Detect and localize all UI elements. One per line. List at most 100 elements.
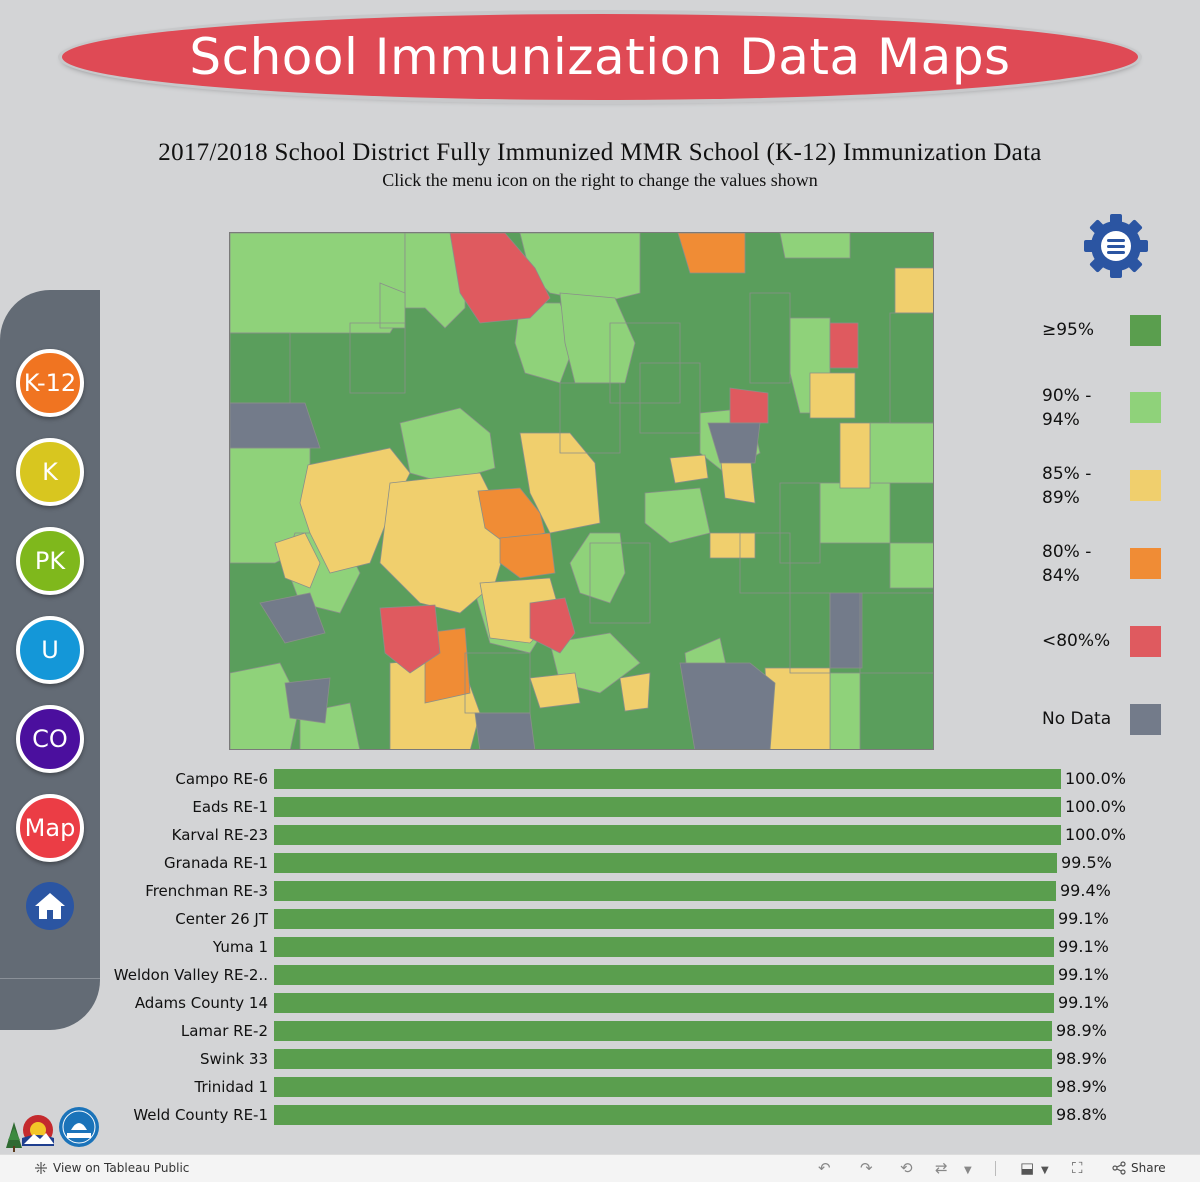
bar-row[interactable]: Center 26 JT 99.1% — [100, 908, 1140, 930]
bar-value-label: 98.9% — [1056, 1077, 1107, 1096]
bar-mark[interactable] — [274, 881, 1056, 901]
bar-row[interactable]: Adams County 14 99.1% — [100, 992, 1140, 1014]
home-button[interactable] — [26, 882, 74, 930]
legend-swatch — [1130, 704, 1161, 735]
bar-category-label: Frenchman RE-3 — [145, 882, 268, 900]
download-dropdown-icon[interactable]: ▼ — [1041, 1165, 1049, 1176]
share-label: Share — [1131, 1161, 1166, 1175]
refresh-dropdown-icon[interactable]: ▼ — [964, 1165, 972, 1176]
gear-menu-icon-svg — [1084, 214, 1148, 278]
map-title: 2017/2018 School District Fully Immunize… — [158, 139, 1042, 166]
colorado-logo — [4, 1108, 56, 1154]
bar-mark[interactable] — [274, 1077, 1052, 1097]
legend-item-lt80: <80%% — [1042, 626, 1172, 669]
legend-label: No Data — [1042, 709, 1112, 729]
bar-category-label: Eads RE-1 — [192, 798, 268, 816]
legend-swatch — [1130, 315, 1161, 346]
bar-category-label: Trinidad 1 — [194, 1078, 268, 1096]
bar-category-label: Lamar RE-2 — [180, 1022, 268, 1040]
share-icon — [1112, 1161, 1126, 1175]
home-icon — [35, 893, 65, 919]
nav-button-pk[interactable]: PK — [16, 527, 84, 595]
gear-menu-icon[interactable] — [1082, 212, 1150, 280]
toolbar-separator — [995, 1161, 996, 1176]
bar-row[interactable]: Campo RE-6 100.0% — [100, 768, 1140, 790]
legend-swatch — [1130, 470, 1161, 501]
bar-row[interactable]: Swink 33 98.9% — [100, 1048, 1140, 1070]
bar-mark[interactable] — [274, 797, 1061, 817]
view-on-tableau-link[interactable]: View on Tableau Public — [34, 1161, 189, 1175]
bar-row[interactable]: Yuma 1 99.1% — [100, 936, 1140, 958]
bar-mark[interactable] — [274, 853, 1057, 873]
legend-swatch — [1130, 548, 1161, 579]
nav-button-co[interactable]: CO — [16, 705, 84, 773]
bar-category-label: Granada RE-1 — [163, 854, 268, 872]
page-title: School Immunization Data Maps — [189, 28, 1011, 86]
share-button[interactable]: Share — [1112, 1161, 1166, 1175]
nav-button-k[interactable]: K — [16, 438, 84, 506]
nav-button-u[interactable]: U — [16, 616, 84, 684]
nav-button-k12[interactable]: K-12 — [16, 349, 84, 417]
bar-value-label: 99.1% — [1058, 909, 1109, 928]
bar-value-label: 99.1% — [1058, 937, 1109, 956]
bar-value-label: 99.1% — [1058, 993, 1109, 1012]
legend-swatch — [1130, 626, 1161, 657]
tableau-toolbar: View on Tableau Public ↶ ↷ ⟲ ⇄ ▼ ⬓ ▼ ⛶ S… — [0, 1154, 1200, 1182]
bar-row[interactable]: Trinidad 1 98.9% — [100, 1076, 1140, 1098]
revert-icon[interactable]: ⟲ — [900, 1159, 913, 1177]
bar-category-label: Weld County RE-1 — [133, 1106, 268, 1124]
undo-icon[interactable]: ↶ — [818, 1159, 831, 1177]
bar-mark[interactable] — [274, 909, 1054, 929]
bar-mark[interactable] — [274, 769, 1061, 789]
bar-row[interactable]: Weldon Valley RE-2.. 99.1% — [100, 964, 1140, 986]
bar-value-label: 98.9% — [1056, 1021, 1107, 1040]
redo-icon[interactable]: ↷ — [860, 1159, 873, 1177]
district-map-svg — [230, 233, 933, 749]
bar-row[interactable]: Granada RE-1 99.5% — [100, 852, 1140, 874]
bar-mark[interactable] — [274, 937, 1054, 957]
colorado-logo-svg — [6, 1115, 54, 1152]
district-map[interactable] — [229, 232, 934, 750]
legend-label: 85% - 89% — [1042, 464, 1092, 508]
bar-category-label: Swink 33 — [199, 1050, 268, 1068]
legend-label: 80% - 84% — [1042, 542, 1092, 586]
title-banner: School Immunization Data Maps — [62, 14, 1138, 100]
bar-category-label: Adams County 14 — [134, 994, 268, 1012]
map-subtitle: Click the menu icon on the right to chan… — [382, 170, 818, 190]
bar-value-label: 99.1% — [1058, 965, 1109, 984]
side-nav-divider — [0, 978, 100, 979]
bar-mark[interactable] — [274, 1021, 1052, 1041]
bar-category-label: Weldon Valley RE-2.. — [113, 966, 268, 984]
view-on-tableau-label: View on Tableau Public — [53, 1161, 190, 1175]
bar-category-label: Campo RE-6 — [175, 770, 268, 788]
bar-category-label: Yuma 1 — [212, 938, 268, 956]
fullscreen-icon[interactable]: ⛶ — [1072, 1159, 1083, 1177]
refresh-icon[interactable]: ⇄ — [935, 1159, 948, 1177]
bar-row[interactable]: Weld County RE-1 98.8% — [100, 1104, 1140, 1126]
bar-value-label: 100.0% — [1065, 769, 1127, 788]
legend-label: 90% - 94% — [1042, 386, 1092, 430]
cdphe-logo-svg — [59, 1107, 99, 1147]
bar-row[interactable]: Eads RE-1 100.0% — [100, 796, 1140, 818]
legend-swatch — [1130, 392, 1161, 423]
legend-label: ≥95% — [1042, 320, 1095, 340]
bar-value-label: 100.0% — [1065, 825, 1127, 844]
nav-button-map[interactable]: Map — [16, 794, 84, 862]
cdphe-logo — [58, 1106, 100, 1148]
bar-mark[interactable] — [274, 965, 1054, 985]
bar-value-label: 99.4% — [1060, 881, 1111, 900]
bar-value-label: 98.8% — [1056, 1105, 1107, 1124]
bar-mark[interactable] — [274, 1105, 1052, 1125]
bar-row[interactable]: Karval RE-23 100.0% — [100, 824, 1140, 846]
legend-item-no-data: No Data — [1042, 704, 1172, 747]
legend-label: <80%% — [1042, 631, 1111, 651]
bar-category-label: Karval RE-23 — [171, 826, 268, 844]
bar-mark[interactable] — [274, 1049, 1052, 1069]
bar-row[interactable]: Lamar RE-2 98.9% — [100, 1020, 1140, 1042]
download-icon[interactable]: ⬓ — [1020, 1159, 1035, 1177]
bar-value-label: 98.9% — [1056, 1049, 1107, 1068]
bar-mark[interactable] — [274, 993, 1054, 1013]
bar-category-label: Center 26 JT — [175, 910, 268, 928]
bar-row[interactable]: Frenchman RE-3 99.4% — [100, 880, 1140, 902]
bar-mark[interactable] — [274, 825, 1061, 845]
